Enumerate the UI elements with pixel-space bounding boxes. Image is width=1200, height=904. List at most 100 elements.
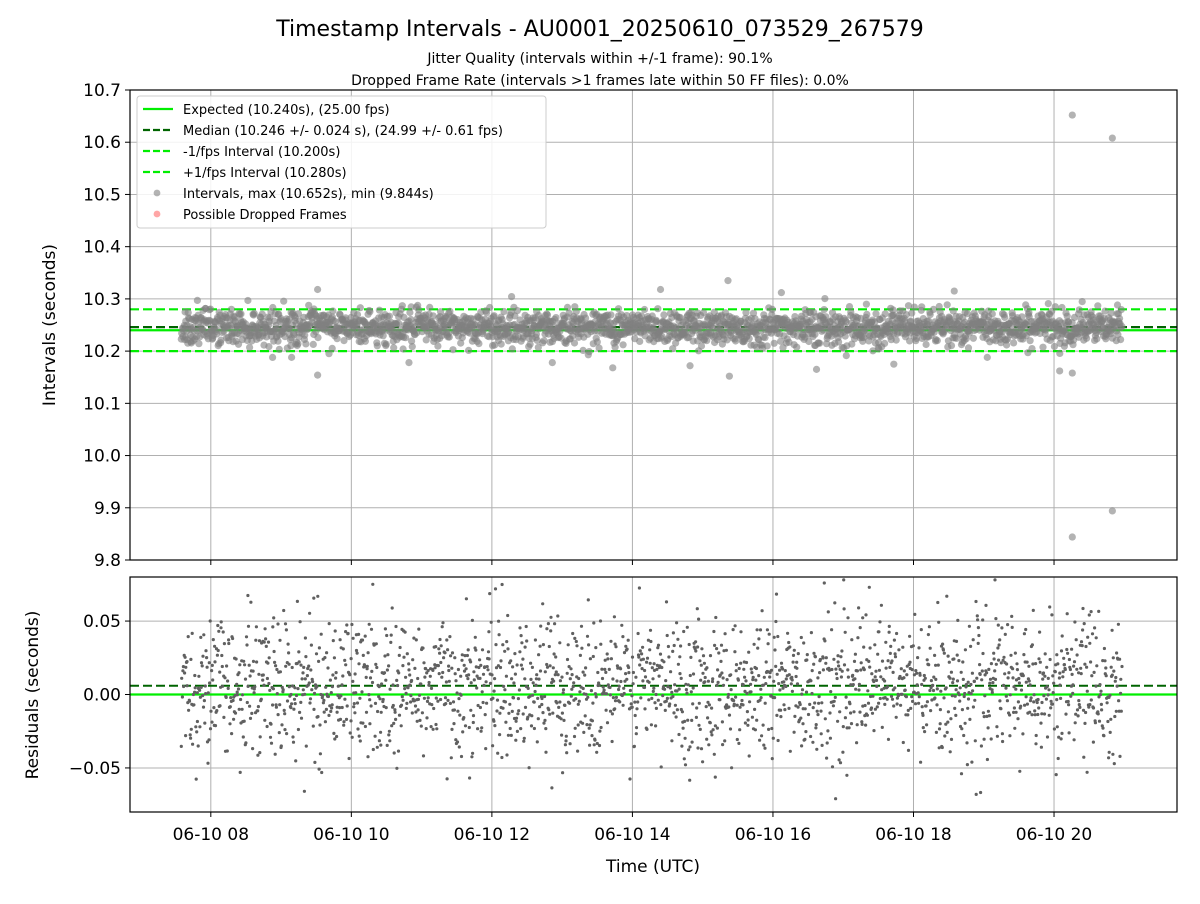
residual-point: [248, 716, 253, 721]
residual-point: [1100, 708, 1104, 712]
residual-point: [590, 719, 595, 723]
residual-point: [410, 711, 414, 715]
interval-outlier-2: [1108, 507, 1116, 515]
interval-point: [195, 340, 203, 348]
residual-point: [1010, 625, 1014, 630]
residual-point: [1050, 613, 1054, 617]
residual-point: [679, 644, 683, 648]
residual-point: [1033, 709, 1037, 713]
residual-point: [459, 754, 464, 759]
residual-point: [345, 704, 349, 708]
residual-point: [1002, 683, 1006, 688]
residual-point: [959, 670, 963, 674]
residual-point: [691, 672, 696, 676]
residual-point: [373, 734, 377, 738]
interval-point: [342, 314, 350, 322]
residual-point: [1040, 712, 1044, 716]
interval-point: [847, 308, 855, 316]
residual-point: [415, 719, 419, 723]
residual-point: [491, 696, 495, 700]
residual-point: [424, 667, 428, 671]
residual-point: [941, 642, 945, 646]
residual-point: [654, 724, 658, 728]
residual-point: [1010, 614, 1014, 619]
interval-point: [394, 319, 403, 327]
residual-point: [617, 684, 621, 688]
interval-point: [1083, 334, 1091, 342]
residual-point: [1045, 665, 1049, 669]
residual-point: [483, 665, 487, 669]
residual-point: [914, 669, 918, 673]
legend-label-4: Intervals, max (10.652s), min (9.844s): [183, 187, 434, 202]
residual-point: [624, 672, 628, 676]
interval-point: [1117, 306, 1125, 314]
residual-point: [403, 687, 407, 691]
residual-point: [975, 676, 979, 680]
residual-point: [565, 657, 570, 662]
residual-point: [271, 703, 275, 707]
interval-outlier-12: [950, 287, 958, 295]
interval-point: [373, 342, 381, 350]
residual-point: [727, 705, 731, 709]
residual-point: [1029, 696, 1033, 700]
residual-point: [399, 703, 404, 707]
residual-point: [777, 682, 781, 686]
residual-point: [246, 684, 250, 689]
residual-point: [899, 667, 903, 671]
residual-point: [799, 716, 803, 720]
residual-point: [516, 712, 520, 716]
residual-point: [432, 706, 436, 711]
residual-point: [651, 677, 655, 681]
residual-point: [841, 750, 845, 754]
residual-point: [949, 717, 953, 721]
residual-point: [481, 700, 485, 705]
residual-point: [394, 624, 398, 629]
residual-point: [1004, 686, 1008, 690]
residual-point: [766, 642, 770, 646]
x-tick-label-3: 06-10 14: [594, 825, 670, 845]
residual-point: [201, 654, 205, 658]
residual-point: [715, 726, 720, 730]
residual-point: [599, 642, 603, 646]
residual-point: [641, 645, 645, 649]
residual-point: [416, 676, 420, 681]
interval-point: [1056, 349, 1064, 357]
residual-point: [942, 696, 946, 700]
residual-point: [238, 663, 242, 667]
residual-point: [263, 718, 267, 722]
residual-point: [349, 657, 353, 661]
residual-point: [1049, 706, 1053, 710]
residual-point: [334, 676, 338, 680]
residual-point: [536, 696, 540, 701]
residual-point: [683, 763, 688, 767]
interval-point: [585, 348, 593, 356]
residual-point: [922, 673, 926, 678]
residual-point: [748, 700, 752, 704]
residual-point: [453, 672, 457, 676]
residual-point: [357, 632, 361, 637]
residual-point: [853, 677, 857, 681]
residual-point: [844, 695, 848, 699]
residual-point: [238, 770, 242, 775]
residual-point: [448, 701, 452, 706]
residual-point: [932, 675, 936, 679]
residual-point: [1113, 714, 1117, 719]
residual-point: [185, 684, 189, 688]
residual-point: [314, 652, 319, 656]
residual-point: [1111, 656, 1115, 660]
residual-point: [195, 730, 199, 734]
residual-point: [1030, 643, 1034, 647]
residual-point: [706, 700, 710, 704]
residual-point: [746, 723, 750, 727]
residual-point: [228, 722, 232, 726]
legend-marker-5: [153, 210, 161, 218]
residual-point: [558, 679, 563, 683]
interval-outlier-8: [314, 371, 322, 379]
residual-point: [1060, 634, 1064, 638]
residual-point: [1009, 653, 1013, 657]
residual-point: [1081, 628, 1085, 632]
residual-point: [535, 673, 539, 677]
residual-point: [494, 666, 499, 670]
residual-point: [333, 737, 337, 741]
residual-point: [916, 691, 920, 695]
